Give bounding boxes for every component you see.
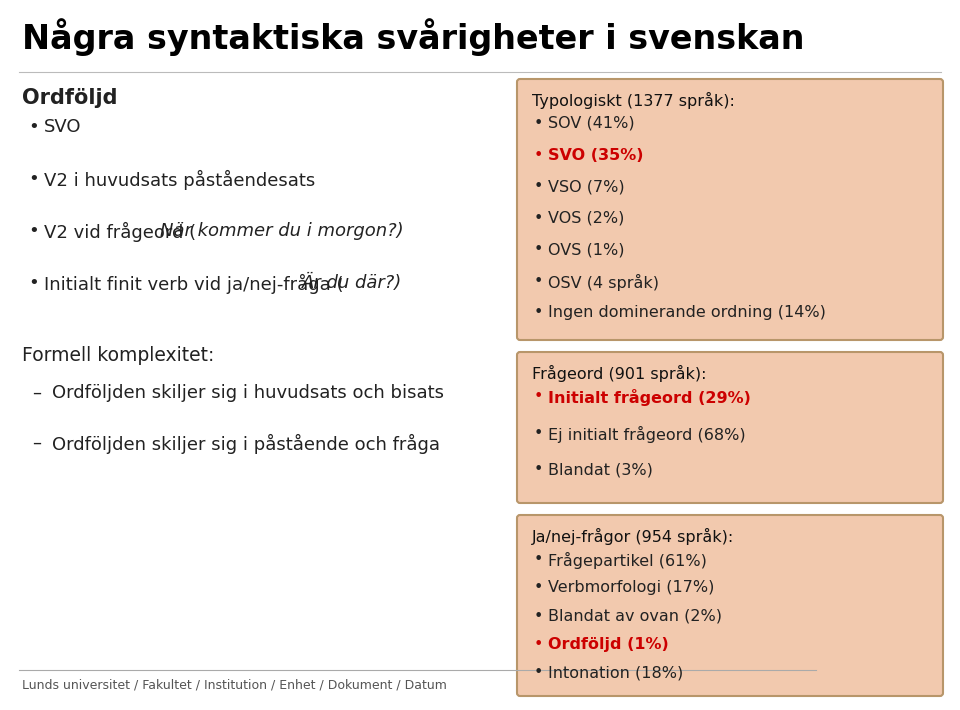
Text: Frågepartikel (61%): Frågepartikel (61%) [548, 552, 707, 569]
Text: •: • [534, 116, 543, 131]
Text: Verbmorfologi (17%): Verbmorfologi (17%) [548, 580, 714, 595]
Text: •: • [534, 273, 543, 289]
Text: •: • [534, 211, 543, 226]
Text: VOS (2%): VOS (2%) [548, 211, 624, 226]
Text: •: • [28, 274, 38, 292]
Text: •: • [534, 637, 543, 652]
Text: Ordföljd (1%): Ordföljd (1%) [548, 637, 669, 652]
Text: Blandat (3%): Blandat (3%) [548, 462, 653, 477]
Text: Frågeord (901 språk):: Frågeord (901 språk): [532, 365, 707, 382]
Text: •: • [534, 425, 543, 441]
Text: –: – [32, 434, 41, 452]
Text: •: • [534, 552, 543, 567]
Text: •: • [28, 222, 38, 240]
Text: Ordföljden skiljer sig i huvudsats och bisats: Ordföljden skiljer sig i huvudsats och b… [52, 384, 444, 402]
Text: Initialt frågeord (29%): Initialt frågeord (29%) [548, 389, 751, 406]
Text: OVS (1%): OVS (1%) [548, 242, 625, 257]
Text: SVO: SVO [44, 118, 82, 136]
FancyBboxPatch shape [517, 352, 943, 503]
Text: •: • [534, 580, 543, 595]
Text: Några syntaktiska svårigheter i svenskan: Några syntaktiska svårigheter i svenskan [22, 18, 804, 56]
Text: •: • [534, 242, 543, 257]
Text: V2 i huvudsats påståendesats: V2 i huvudsats påståendesats [44, 170, 315, 190]
Text: –: – [32, 384, 41, 402]
Text: •: • [534, 665, 543, 680]
Text: Ordföljden skiljer sig i påstående och fråga: Ordföljden skiljer sig i påstående och f… [52, 434, 440, 454]
Text: •: • [28, 118, 38, 136]
Text: Lunds universitet / Fakultet / Institution / Enhet / Dokument / Datum: Lunds universitet / Fakultet / Instituti… [22, 678, 446, 691]
Text: Blandat av ovan (2%): Blandat av ovan (2%) [548, 608, 722, 623]
Text: Ordföljd: Ordföljd [22, 88, 117, 108]
Text: Formell komplexitet:: Formell komplexitet: [22, 346, 214, 365]
FancyBboxPatch shape [517, 515, 943, 696]
Text: Ja/nej-frågor (954 språk):: Ja/nej-frågor (954 språk): [532, 528, 734, 545]
Text: •: • [534, 179, 543, 194]
Text: Är du där?): Är du där?) [302, 274, 402, 292]
Text: Ingen dominerande ordning (14%): Ingen dominerande ordning (14%) [548, 305, 826, 320]
Text: •: • [534, 462, 543, 477]
Text: Intonation (18%): Intonation (18%) [548, 665, 684, 680]
Text: •: • [28, 170, 38, 188]
Text: När kommer du i morgon?): När kommer du i morgon?) [159, 222, 403, 240]
Text: VSO (7%): VSO (7%) [548, 179, 625, 194]
Text: SOV (41%): SOV (41%) [548, 116, 635, 131]
Text: OSV (4 språk): OSV (4 språk) [548, 273, 659, 290]
Text: Typologiskt (1377 språk):: Typologiskt (1377 språk): [532, 92, 734, 109]
Text: •: • [534, 389, 543, 404]
Text: •: • [534, 148, 543, 163]
Text: •: • [534, 608, 543, 623]
FancyBboxPatch shape [517, 79, 943, 340]
Text: Initialt finit verb vid ja/nej-fråga (: Initialt finit verb vid ja/nej-fråga ( [44, 274, 344, 294]
Text: SVO (35%): SVO (35%) [548, 148, 643, 163]
Text: Ej initialt frågeord (68%): Ej initialt frågeord (68%) [548, 425, 746, 442]
Text: •: • [534, 305, 543, 320]
Text: V2 vid frågeord (: V2 vid frågeord ( [44, 222, 196, 242]
